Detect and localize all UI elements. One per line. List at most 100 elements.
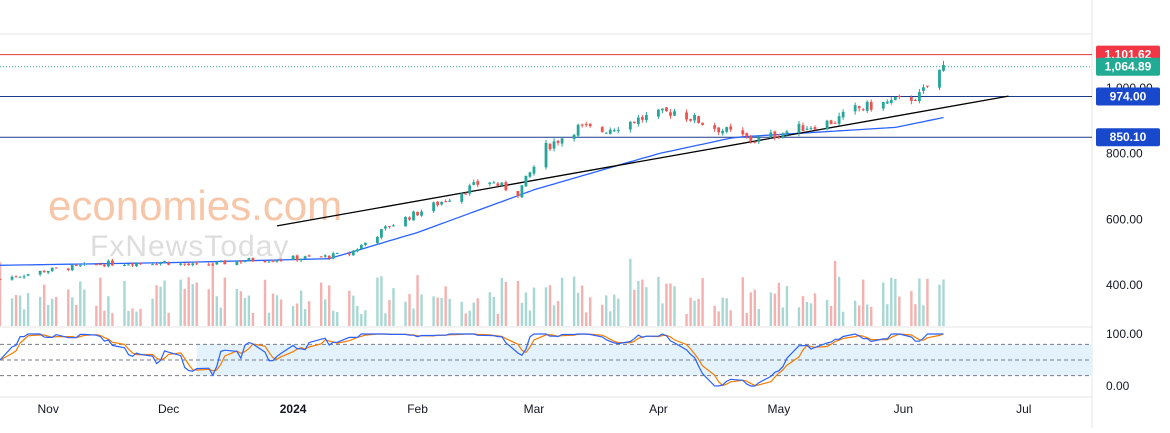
support-trendline[interactable]: [276, 95, 1009, 227]
volume-bar: [504, 282, 508, 326]
volume-bar: [801, 296, 805, 326]
volume-bar: [99, 277, 102, 326]
volume-bar: [926, 278, 929, 326]
volume-bar: [42, 284, 46, 326]
candle-body: [556, 140, 560, 143]
candle-body: [135, 262, 138, 267]
candle-body: [111, 260, 114, 266]
volume-bar: [319, 282, 323, 326]
volume-bar: [420, 294, 423, 326]
candle-body: [303, 256, 307, 259]
candle-body: [869, 101, 873, 110]
candle-body: [825, 120, 829, 130]
candle-body: [548, 143, 552, 150]
volume-bar: [38, 297, 42, 326]
candle-body: [665, 107, 668, 112]
price-badge-label: 1,064.89: [1105, 60, 1152, 74]
volume-bar: [617, 298, 620, 326]
candle-body: [853, 105, 857, 112]
volume-bar: [464, 313, 467, 326]
volume-bar: [356, 305, 359, 326]
volume-bar: [721, 297, 724, 326]
volume-bar: [299, 290, 303, 326]
candle-body: [211, 264, 215, 266]
candle-body: [926, 85, 929, 87]
time-axis-label: May: [768, 402, 791, 416]
candle-body: [247, 258, 251, 261]
price-badge-label: 974.00: [1110, 90, 1147, 104]
candle-body: [809, 127, 813, 129]
candle-body: [472, 182, 476, 185]
volume-bar: [219, 307, 223, 326]
candle-body: [299, 258, 303, 261]
candle-body: [801, 125, 805, 132]
candle-body: [528, 172, 532, 177]
candle-body: [833, 122, 837, 124]
volume-bar: [364, 310, 367, 326]
volume-bar: [777, 282, 781, 326]
volume-bar: [135, 311, 138, 326]
volume-bar: [67, 289, 70, 326]
volume-bar: [701, 278, 704, 326]
volume-bar: [14, 295, 18, 326]
candle-body: [476, 181, 480, 185]
candle-body: [745, 133, 749, 137]
volume-bar: [797, 307, 801, 326]
trendline-layer: [276, 95, 1009, 227]
volume-bar: [448, 298, 451, 326]
candle-body: [279, 260, 283, 262]
volume-bar: [404, 301, 407, 326]
volume-bar: [211, 262, 214, 326]
candle-body: [159, 262, 162, 264]
candle-body: [580, 124, 584, 126]
volume-bar: [207, 289, 210, 326]
volume-bar: [882, 282, 885, 326]
axis-layer: 1,000.00800.00600.00400.00100.000.00NovD…: [38, 81, 1154, 416]
candle-body: [938, 69, 941, 88]
volume-bar: [922, 305, 925, 326]
volume-bar: [894, 278, 897, 326]
candle-body: [600, 127, 604, 132]
candle-layer: [0, 60, 945, 281]
volume-bar: [773, 293, 777, 326]
volume-bar: [239, 291, 243, 326]
volume-bar: [336, 312, 339, 326]
volume-bar: [332, 310, 335, 326]
candle-body: [215, 261, 219, 265]
volume-bar: [938, 284, 941, 326]
candle-body: [70, 265, 74, 271]
volume-bar: [26, 293, 30, 326]
candle-body: [657, 109, 660, 117]
volume-bar: [247, 295, 251, 326]
volume-bar: [303, 308, 307, 326]
volume-bar: [560, 277, 564, 326]
candle-body: [881, 102, 885, 109]
volume-bar: [496, 313, 500, 326]
volume-bar: [637, 280, 640, 326]
candle-body: [805, 128, 809, 130]
candle-body: [291, 255, 295, 260]
stochastic-axis-label: 100.00: [1106, 327, 1143, 341]
candle-body: [813, 127, 817, 130]
candle-body: [560, 138, 564, 144]
candle-body: [544, 142, 548, 168]
volume-bar: [813, 293, 817, 326]
candle-body: [942, 65, 945, 71]
candle-body: [757, 137, 761, 142]
volume-bar: [805, 301, 809, 326]
candle-body: [327, 255, 331, 259]
volume-bar: [235, 289, 239, 326]
candle-body: [187, 263, 191, 265]
candle-body: [516, 191, 520, 197]
stochastic-layer: [0, 333, 944, 387]
candle-body: [773, 131, 777, 138]
candle-body: [392, 225, 395, 227]
volume-bar: [50, 298, 54, 326]
candle-body: [416, 211, 419, 216]
volume-bar: [829, 305, 833, 326]
candle-body: [632, 121, 636, 124]
volume-bar: [215, 296, 219, 326]
volume-bar: [151, 298, 154, 326]
